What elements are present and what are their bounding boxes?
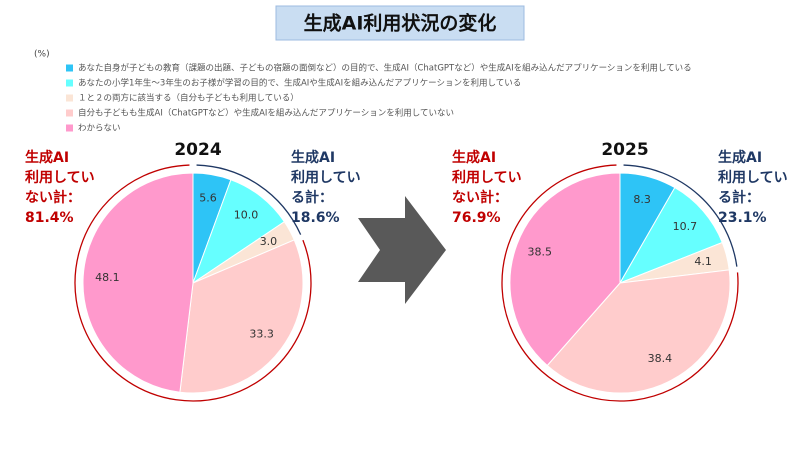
pie-year: 2025 [601,140,648,160]
total-annotation: 81.4% [25,210,74,226]
slice-label: 10.0 [234,209,259,222]
using-arc [196,164,302,235]
total-annotation: 18.6% [291,210,340,226]
legend-label: わからない [78,124,121,134]
total-annotation: 利用してい [452,169,522,186]
total-annotation: 利用してい [291,169,361,186]
pie-slice [546,269,731,394]
total-annotation: 生成AI [718,149,762,166]
total-annotation: ない計： [25,189,81,206]
total-annotation: 生成AI [452,149,496,166]
arrow [358,196,446,304]
total-annotation: る計： [291,189,333,206]
legend-label: 自分も子どもも生成AI（ChatGPTなど）や生成AIを組み込んだアプリケーショ… [78,108,454,119]
total-annotation: 利用してい [25,169,95,186]
pie-slice [618,186,723,284]
total-annotation: 利用してい [718,169,788,186]
legend-swatch [66,109,73,117]
legend-swatch [66,124,73,132]
legend-swatch [66,94,73,102]
total-annotation: 76.9% [452,210,501,226]
slice-label: 3.0 [260,235,278,248]
legend-swatch [66,64,73,72]
using-arc [623,164,738,267]
pie-slice [179,239,304,394]
pie-year: 2024 [174,140,221,160]
slice-label: 38.5 [527,246,552,259]
not-using-arc [501,164,739,402]
total-annotation: る計： [718,189,760,206]
slice-label: 48.1 [95,271,120,284]
title-box [275,5,525,41]
total-annotation: 23.1% [718,210,767,226]
total-annotation: ない計： [452,189,508,206]
legend-label: あなた自身が子どもの教育（課題の出題、子どもの宿題の面倒など）の目的で、生成AI… [78,63,692,74]
not-using-arc [74,164,312,402]
pie-slice [82,172,194,393]
total-annotation: 生成AI [291,149,335,166]
legend-swatch [66,79,73,87]
legend-label: あなたの小学1年生～3年生のお子様が学習の目的で、生成AIや生成AIを組み込んだ… [78,78,521,89]
slice-label: 5.6 [199,192,217,205]
page-title: 生成AI利用状況の変化 [304,12,497,35]
legend-label: １と２の両方に該当する（自分も子どもも利用している） [78,93,299,104]
slice-label: 33.3 [249,328,274,341]
total-annotation: 生成AI [25,149,69,166]
slice-label: 8.3 [633,193,651,206]
slice-label: 10.7 [673,220,698,233]
slice-label: 4.1 [694,255,712,268]
unit: (%) [34,50,50,60]
pie-slice [509,172,621,367]
slice-label: 38.4 [648,352,673,365]
